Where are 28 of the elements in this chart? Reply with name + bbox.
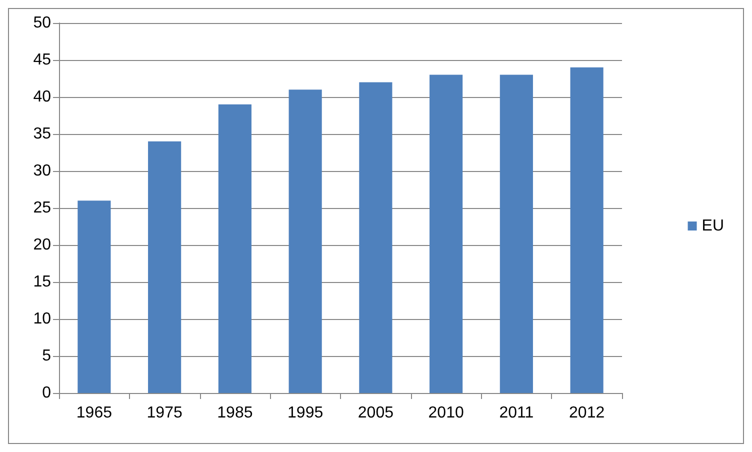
x-tick-label: 1985 xyxy=(217,404,253,422)
x-tick-label: 1965 xyxy=(76,404,112,422)
bar xyxy=(359,82,392,393)
y-tick-label: 45 xyxy=(33,52,52,68)
y-tick-label: 40 xyxy=(33,88,52,106)
y-tick-label: 10 xyxy=(33,310,52,328)
bar xyxy=(570,67,604,393)
bar xyxy=(500,74,533,393)
x-tick-label: 1975 xyxy=(146,404,182,422)
bar xyxy=(148,141,182,393)
bar xyxy=(430,74,463,393)
x-tick-label: 2012 xyxy=(569,404,605,422)
y-tick-label: 15 xyxy=(33,274,52,290)
bar xyxy=(288,90,322,393)
y-tick-label: 30 xyxy=(33,162,52,180)
x-tick-label: 1995 xyxy=(288,404,324,422)
y-tick-label: 50 xyxy=(33,14,52,32)
y-tick-label: 25 xyxy=(33,200,52,216)
legend-label: EU xyxy=(702,218,724,234)
x-tick-label: 2010 xyxy=(428,404,464,422)
y-tick-label: 0 xyxy=(42,384,52,402)
y-tick-label: 20 xyxy=(33,236,52,254)
bar xyxy=(218,104,252,393)
y-tick-label: 35 xyxy=(33,126,52,142)
bar xyxy=(78,200,111,393)
x-tick-label: 2005 xyxy=(358,404,394,422)
x-tick-label: 2011 xyxy=(499,404,534,422)
y-tick-label: 5 xyxy=(42,348,52,364)
